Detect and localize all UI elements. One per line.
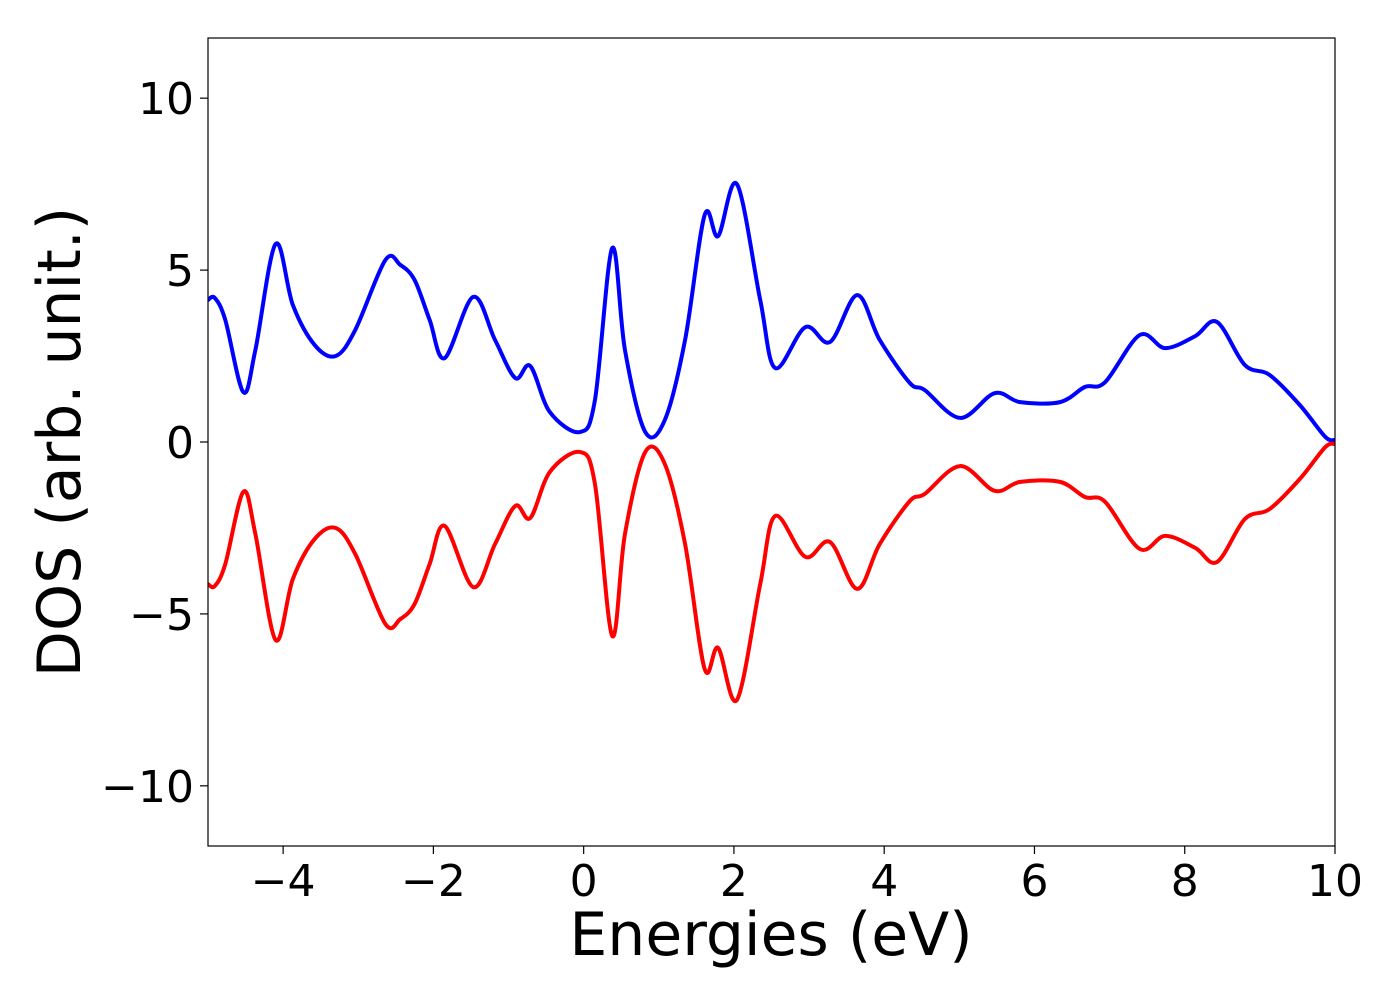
x-tick-label: −4 (251, 856, 316, 907)
x-tick-label: 4 (870, 856, 898, 907)
x-tick-label: 8 (1171, 856, 1199, 907)
plot-frame (207, 37, 1336, 847)
y-tick-label: 0 (166, 418, 194, 469)
x-tick-label: 2 (720, 856, 748, 907)
x-tick-label: −2 (401, 856, 466, 907)
y-axis-label: DOS (arb. unit.) (25, 207, 95, 677)
x-tick-label: 10 (1307, 856, 1363, 907)
y-tick-label: 5 (166, 246, 194, 297)
x-tick-label: 6 (1020, 856, 1048, 907)
x-tick-label: 0 (570, 856, 598, 907)
y-tick-label: −10 (101, 762, 194, 813)
series-line (208, 441, 1335, 704)
y-tick-label: 10 (138, 74, 194, 125)
series-line (208, 180, 1335, 443)
y-tick-label: −5 (129, 590, 194, 641)
x-axis-label: Energies (eV) (569, 900, 972, 970)
